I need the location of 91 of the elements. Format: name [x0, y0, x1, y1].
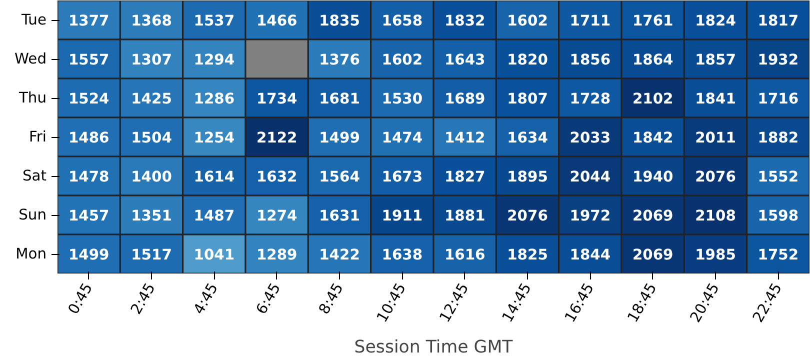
data-label: 1286 [194, 90, 235, 108]
data-label: 1882 [758, 130, 799, 146]
data-label: 1557 [68, 52, 110, 68]
data-label: 1911 [382, 208, 423, 224]
data-label: 1832 [444, 12, 486, 30]
data-label: 1895 [507, 168, 548, 186]
data-label: 1616 [444, 246, 486, 264]
data-label: 1499 [68, 246, 110, 264]
data-label: 1634 [507, 130, 548, 146]
data-label: 1289 [256, 246, 298, 264]
data-label: 1351 [131, 208, 172, 224]
data-label: 1658 [382, 12, 423, 30]
x-axis-title: Session Time GMT [354, 338, 514, 358]
data-label: 2044 [570, 168, 611, 186]
data-label: 1517 [131, 246, 172, 264]
data-label: 1474 [382, 130, 423, 146]
data-label: 1820 [507, 52, 548, 68]
data-label: 1827 [444, 168, 486, 186]
data-label: 1376 [319, 52, 360, 68]
data-label: 1864 [632, 52, 674, 68]
data-label: 1940 [632, 168, 674, 186]
data-label: 1711 [570, 12, 611, 30]
data-label: 1734 [256, 90, 298, 108]
data-label: 1422 [319, 246, 360, 264]
data-label: 1825 [507, 246, 548, 264]
data-label: 1530 [382, 90, 423, 108]
data-label: 1400 [131, 168, 172, 186]
data-label: 1274 [256, 208, 298, 224]
data-label: 1638 [382, 246, 423, 264]
data-label: 1716 [758, 90, 799, 108]
data-label: 1817 [758, 12, 799, 30]
data-label: 1614 [194, 168, 235, 186]
data-label: 1368 [131, 12, 172, 30]
data-label: 1457 [68, 208, 110, 224]
data-label: 1807 [507, 90, 548, 108]
data-label: 1294 [194, 52, 235, 68]
data-label: 1425 [131, 90, 172, 108]
data-label: 1486 [68, 130, 110, 146]
data-label: 1835 [319, 12, 360, 30]
data-label: 1504 [131, 130, 172, 146]
data-label: 2076 [507, 208, 548, 224]
data-label: 1602 [382, 52, 423, 68]
y-tick-label: Wed [14, 50, 46, 68]
data-label: 1499 [319, 130, 360, 146]
data-label: 1985 [695, 246, 736, 264]
data-label: 1552 [758, 168, 799, 186]
data-label: 1307 [131, 52, 172, 68]
data-label: 1602 [507, 12, 548, 30]
data-label: 1844 [570, 246, 611, 264]
data-label: 1689 [444, 90, 486, 108]
data-label: 1631 [319, 208, 360, 224]
data-label: 1842 [632, 130, 674, 146]
data-label: 1824 [695, 12, 736, 30]
data-label: 1857 [695, 52, 736, 68]
y-tick-label: Thu [18, 90, 46, 106]
data-label: 2122 [256, 130, 298, 146]
data-label: 1972 [570, 208, 611, 224]
data-label: 2069 [632, 208, 674, 224]
data-label: 2076 [695, 168, 736, 186]
data-label: 1856 [570, 52, 611, 68]
data-label: 1841 [695, 90, 736, 108]
data-label: 1254 [194, 130, 235, 146]
data-label: 1881 [444, 208, 486, 224]
data-label: 1478 [68, 168, 110, 186]
data-label: 1598 [758, 208, 799, 224]
data-label: 1673 [382, 168, 423, 186]
data-label: 1524 [68, 90, 110, 108]
y-tick-label: Fri [29, 128, 47, 146]
data-label: 1752 [758, 246, 799, 264]
data-label: 1412 [444, 130, 486, 146]
data-label: 1537 [194, 12, 235, 30]
y-tick-label: Tue [20, 12, 47, 28]
y-tick-label: Mon [16, 246, 47, 262]
data-label: 2108 [695, 208, 736, 224]
data-label: 1643 [444, 52, 486, 68]
data-label: 1632 [256, 168, 298, 186]
data-label: 1681 [319, 90, 360, 108]
data-label: 2102 [632, 90, 674, 108]
data-label: 1932 [758, 52, 799, 68]
y-tick-label: Sun [18, 206, 47, 224]
data-label: 2069 [632, 246, 674, 264]
y-tick-label: Sat [22, 168, 47, 184]
data-label: 1487 [194, 208, 235, 224]
data-label: 1041 [194, 246, 235, 264]
data-label: 1761 [632, 12, 674, 30]
data-label: 1377 [68, 12, 110, 30]
data-label: 1728 [570, 90, 611, 108]
data-label: 2033 [570, 130, 611, 146]
data-label: 1564 [319, 168, 360, 186]
data-label: 2011 [695, 130, 736, 146]
data-label: 1466 [256, 12, 298, 30]
